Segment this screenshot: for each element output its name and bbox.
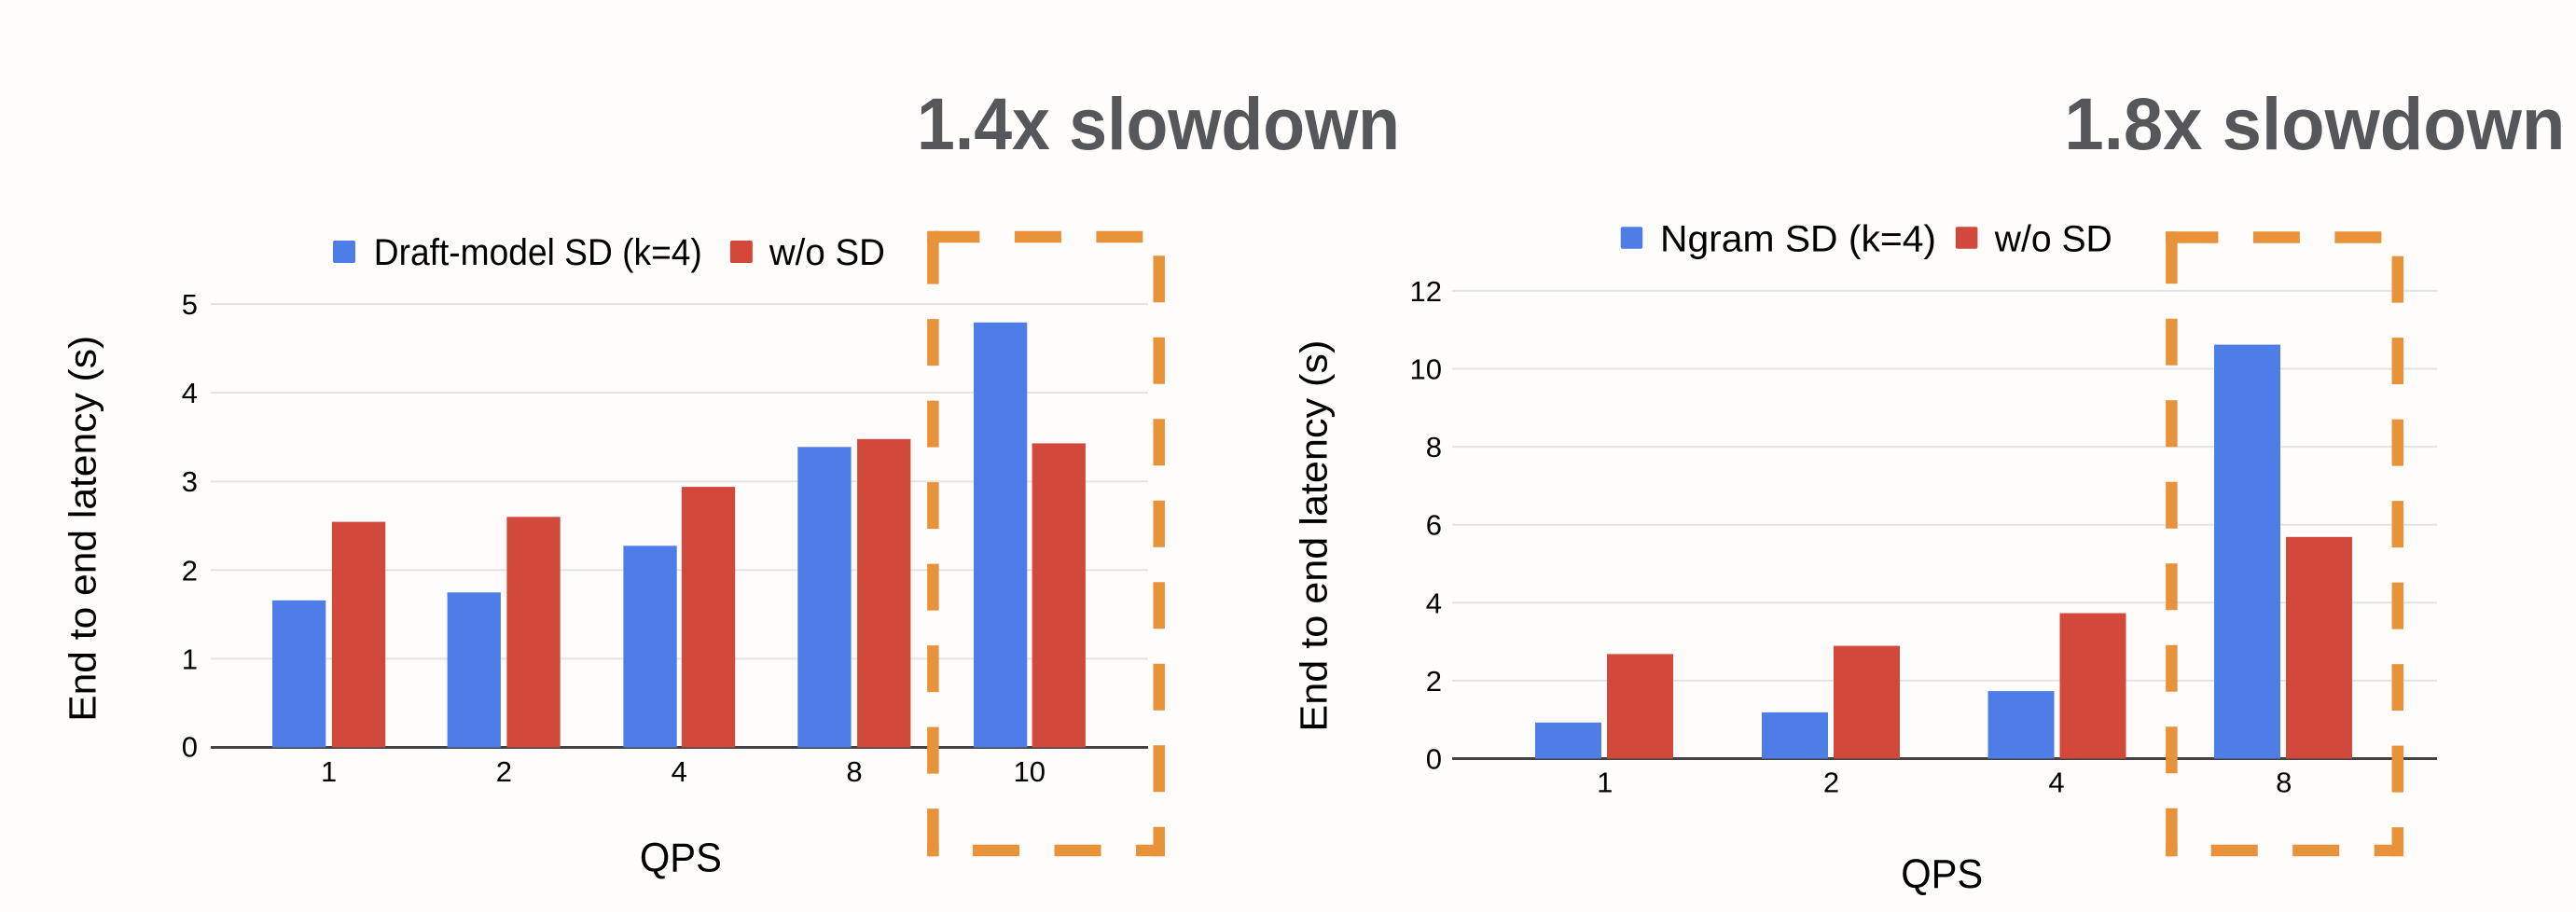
svg-text:1: 1 bbox=[182, 643, 198, 675]
svg-text:10: 10 bbox=[1014, 755, 1046, 788]
svg-text:2: 2 bbox=[496, 755, 512, 788]
svg-text:Ngram SD (k=4): Ngram SD (k=4) bbox=[1660, 219, 1936, 260]
svg-text:4: 4 bbox=[2048, 767, 2064, 799]
svg-text:3: 3 bbox=[182, 465, 198, 498]
svg-text:QPS: QPS bbox=[1901, 851, 1983, 897]
svg-text:w/o SD: w/o SD bbox=[769, 232, 885, 273]
svg-text:2: 2 bbox=[1823, 767, 1839, 799]
svg-text:1: 1 bbox=[321, 755, 337, 788]
svg-text:1.4x slowdown: 1.4x slowdown bbox=[917, 82, 1400, 165]
svg-text:8: 8 bbox=[846, 755, 862, 788]
svg-text:1: 1 bbox=[1597, 767, 1613, 799]
svg-text:QPS: QPS bbox=[640, 835, 722, 880]
svg-text:10: 10 bbox=[1410, 353, 1442, 386]
svg-text:12: 12 bbox=[1410, 275, 1442, 308]
svg-text:2: 2 bbox=[182, 554, 198, 587]
svg-text:Draft-model SD (k=4): Draft-model SD (k=4) bbox=[374, 232, 702, 273]
svg-text:End to end latency (s): End to end latency (s) bbox=[61, 336, 104, 722]
svg-text:1.8x slowdown: 1.8x slowdown bbox=[2064, 82, 2565, 165]
svg-text:End to end latency (s): End to end latency (s) bbox=[1293, 340, 1336, 732]
svg-text:4: 4 bbox=[672, 755, 687, 788]
svg-text:8: 8 bbox=[1426, 431, 1442, 463]
svg-text:5: 5 bbox=[182, 288, 198, 321]
svg-text:0: 0 bbox=[182, 731, 198, 764]
svg-text:4: 4 bbox=[182, 377, 198, 409]
svg-text:4: 4 bbox=[1426, 587, 1442, 619]
svg-text:w/o SD: w/o SD bbox=[1994, 219, 2112, 260]
svg-text:8: 8 bbox=[2276, 767, 2292, 799]
svg-text:6: 6 bbox=[1426, 509, 1442, 542]
svg-text:2: 2 bbox=[1426, 665, 1442, 698]
svg-text:0: 0 bbox=[1426, 743, 1442, 776]
